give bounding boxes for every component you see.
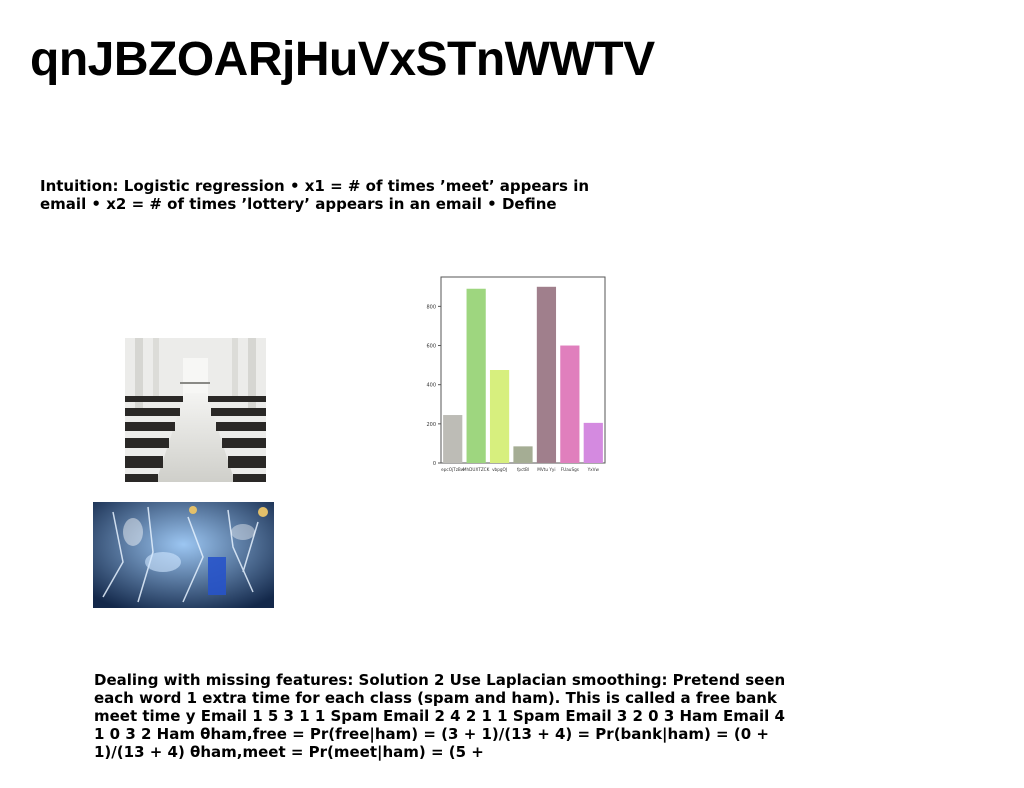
bar [466,288,486,463]
y-tick-label: 600 [426,344,436,350]
bar [583,422,603,463]
x-tick-label: FUauSgs [561,467,579,472]
bar [489,370,510,463]
x-tick-label: YxVw [587,467,600,472]
bar [513,446,533,463]
y-tick-label: 800 [426,304,436,310]
church-interior-photo [125,338,266,482]
bar [536,286,557,463]
x-tick-label: epcOjTzBw [441,467,465,472]
x-tick-label: MhDUXTZCK [463,467,490,472]
y-tick-label: 0 [433,461,436,467]
x-tick-label: vbpgOJ [492,467,507,472]
y-tick-label: 400 [426,383,436,389]
bar [560,345,580,463]
smoothing-paragraph: Dealing with missing features: Solution … [94,671,786,761]
y-tick-label: 200 [426,422,436,428]
glassware-table-photo [93,502,274,608]
x-tick-label: fpctBl [517,467,529,472]
intro-paragraph: Intuition: Logistic regression • x1 = # … [40,177,590,213]
x-tick-label: MVtu Yyi [537,467,555,472]
chart-frame [440,276,606,464]
slide-title: qnJBZOARjHuVxSTnWWTV [30,33,655,86]
bar [443,415,463,463]
